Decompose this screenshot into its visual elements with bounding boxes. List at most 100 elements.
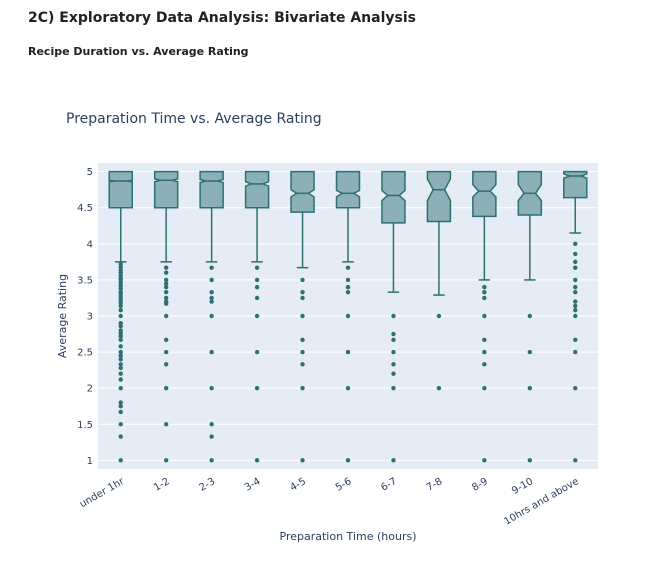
outlier-point [573,284,578,290]
outlier-point [436,385,442,391]
outlier-point [118,422,123,427]
y-tick-label: 4.5 [77,203,93,214]
outlier-point [573,299,578,304]
outlier-point [345,313,351,319]
outlier-point [163,265,169,270]
chart-title: Preparation Time vs. Average Rating [66,111,322,127]
outlier-point [118,349,123,355]
outlier-point [482,349,487,355]
box-8-9 [472,170,497,463]
box-series [108,170,588,463]
box-10hrs-and-above [563,170,588,463]
outlier-point [300,295,305,301]
outlier-point [163,385,169,391]
outlier-point [573,251,578,257]
outlier-point [118,385,123,391]
outlier-point [254,295,260,301]
outlier-point [163,313,169,319]
x-tick-label: 9-10 [510,476,535,497]
outlier-point [163,284,169,290]
box-body [199,170,224,209]
y-tick-label: 3.5 [77,275,93,286]
y-axis-tick-labels: 1 1.5 2 2.5 3 3.5 4 4.5 5 [77,167,93,467]
outlier-point [345,284,351,290]
outlier-point [482,284,487,290]
x-tick-label: under 1hr [78,476,127,511]
outlier-point [482,295,487,301]
outlier-point [163,270,169,275]
box-body [244,170,270,209]
outlier-point [118,313,123,319]
box-body [108,170,133,209]
outlier-point [118,303,123,309]
outlier-point [118,377,123,382]
outlier-point [209,277,214,283]
box-2-3 [199,170,224,463]
box-3-4 [244,170,270,463]
outlier-point [573,308,578,313]
outlier-point [345,277,351,283]
y-tick-label: 4 [87,239,93,250]
outlier-point [163,289,169,295]
outlier-point [573,385,578,391]
outlier-point [300,313,305,319]
outlier-point [209,265,214,270]
outlier-point [345,458,351,463]
outlier-point [163,362,169,367]
y-tick-label: 1.5 [77,420,93,431]
outlier-point [163,277,169,283]
outlier-point [118,371,123,376]
outlier-point [573,289,578,295]
outlier-point [209,313,214,319]
box-body [563,170,588,199]
outlier-point [300,337,305,343]
outlier-point [118,308,123,313]
outlier-point [118,323,123,329]
x-tick-label: 3-4 [243,476,263,494]
outlier-point [254,458,260,463]
box-6-7 [381,170,406,463]
outlier-point [209,295,214,301]
x-axis-title: Preparation Time (hours) [280,530,417,543]
outlier-point [254,385,260,391]
outlier-point [163,458,169,463]
outlier-point [391,458,396,463]
y-tick-label: 2 [87,384,93,395]
x-tick-label: 4-5 [288,476,308,494]
outlier-point [254,277,260,283]
x-tick-label: 6-7 [379,476,399,494]
outlier-point [118,362,123,367]
outlier-point [482,313,487,319]
box-body [426,170,452,223]
outlier-point [482,362,487,367]
outlier-point [209,458,214,463]
outlier-point [118,337,123,343]
outlier-point [163,281,169,286]
y-axis-title: Average Rating [56,274,69,358]
outlier-point [573,265,578,270]
x-tick-label: 5-6 [334,476,354,494]
outlier-point [118,404,123,409]
outlier-point [391,349,396,355]
x-axis-tick-labels: under 1hr 1-2 2-3 3-4 4-5 5-6 6-7 7-8 8-9 9-1010h… [78,476,581,528]
outlier-point [527,349,533,355]
outlier-point [209,422,214,427]
box-body [472,170,497,218]
outlier-point [345,289,351,295]
box-5-6 [335,170,361,463]
outlier-point [345,265,351,270]
outlier-point [118,458,123,463]
outlier-point [482,458,487,463]
section-title: 2C) Exploratory Data Analysis: Bivariate… [28,10,416,26]
outlier-point [300,385,305,391]
outlier-point [391,337,396,343]
outlier-point [118,286,123,291]
outlier-point [254,265,260,270]
outlier-point [482,289,487,295]
box-4-5 [290,170,315,463]
x-tick-label: 8-9 [470,476,490,494]
y-tick-label: 2.5 [77,348,93,359]
outlier-point [300,277,305,283]
outlier-point [482,385,487,391]
